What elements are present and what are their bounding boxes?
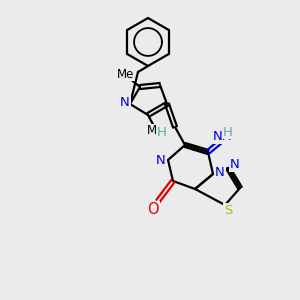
Text: H: H (157, 125, 167, 139)
Text: Me: Me (147, 124, 165, 137)
Text: Me: Me (117, 68, 135, 80)
Text: H: H (223, 125, 233, 139)
Text: N: N (230, 158, 240, 172)
Text: NH: NH (213, 130, 233, 143)
Text: S: S (224, 203, 232, 217)
Text: N: N (120, 95, 130, 109)
Text: N: N (215, 166, 225, 178)
Text: O: O (147, 202, 159, 217)
Text: N: N (156, 154, 166, 166)
